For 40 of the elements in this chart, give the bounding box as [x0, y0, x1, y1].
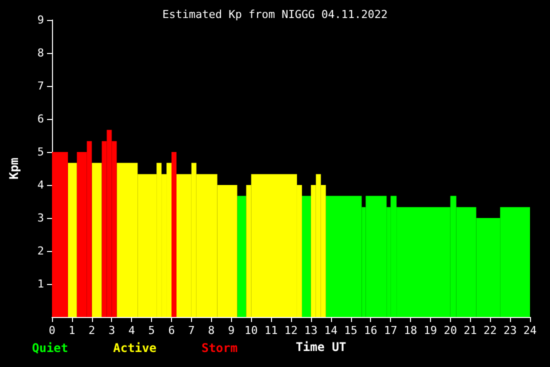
x-tick-label: 24	[523, 324, 537, 337]
series-label: Active	[113, 341, 156, 355]
x-tick-label: 11	[264, 324, 278, 337]
y-tick-label: 8	[37, 46, 44, 60]
x-tick-label: 15	[344, 324, 358, 337]
y-tick-label: 9	[37, 14, 44, 26]
x-tick-label: 2	[88, 324, 96, 337]
x-tick-label: 17	[384, 324, 398, 337]
y-tick-label: 1	[37, 278, 44, 290]
y-tick-label: 7	[37, 80, 44, 92]
x-tick-label: 21	[464, 324, 477, 337]
chart-title: Estimated Kp from NIGGG 04.11.2022	[162, 8, 388, 21]
y-tick-label: 6	[37, 112, 44, 126]
x-tick-label: 9	[228, 324, 235, 337]
x-tick-label: 7	[188, 324, 195, 337]
x-tick-label: 6	[168, 324, 175, 337]
y-tick-label: 2	[37, 244, 44, 258]
x-tick-label: 0	[48, 324, 56, 337]
x-tick-label: 14	[324, 324, 338, 337]
x-tick-label: 3	[108, 324, 116, 337]
x-tick-label: 4	[128, 324, 136, 337]
y-tick-label: 5	[37, 146, 44, 158]
x-tick-label: 1	[68, 324, 76, 337]
x-tick-label: 20	[444, 324, 457, 337]
text: Quiet	[32, 341, 68, 355]
x-tick-label: 8	[208, 324, 215, 337]
y-tick-label: 4	[37, 178, 44, 192]
x-tick-label: 10	[244, 324, 258, 337]
x-tick-label: 5	[148, 324, 155, 337]
x-tick-label: 22	[484, 324, 497, 337]
x-tick-label: 16	[364, 324, 378, 337]
x-tick-label: 23	[503, 324, 517, 337]
x-tick-label: 18	[404, 324, 418, 337]
y-axis-title: Kpm	[7, 158, 21, 180]
x-tick-label: 12	[284, 324, 298, 337]
x-tick-label: 19	[424, 324, 438, 337]
x-axis-title: Time UT	[296, 340, 346, 354]
y-tick-label: 3	[37, 212, 44, 224]
x-tick-label: 13	[304, 324, 318, 337]
text: Storm	[201, 341, 238, 355]
